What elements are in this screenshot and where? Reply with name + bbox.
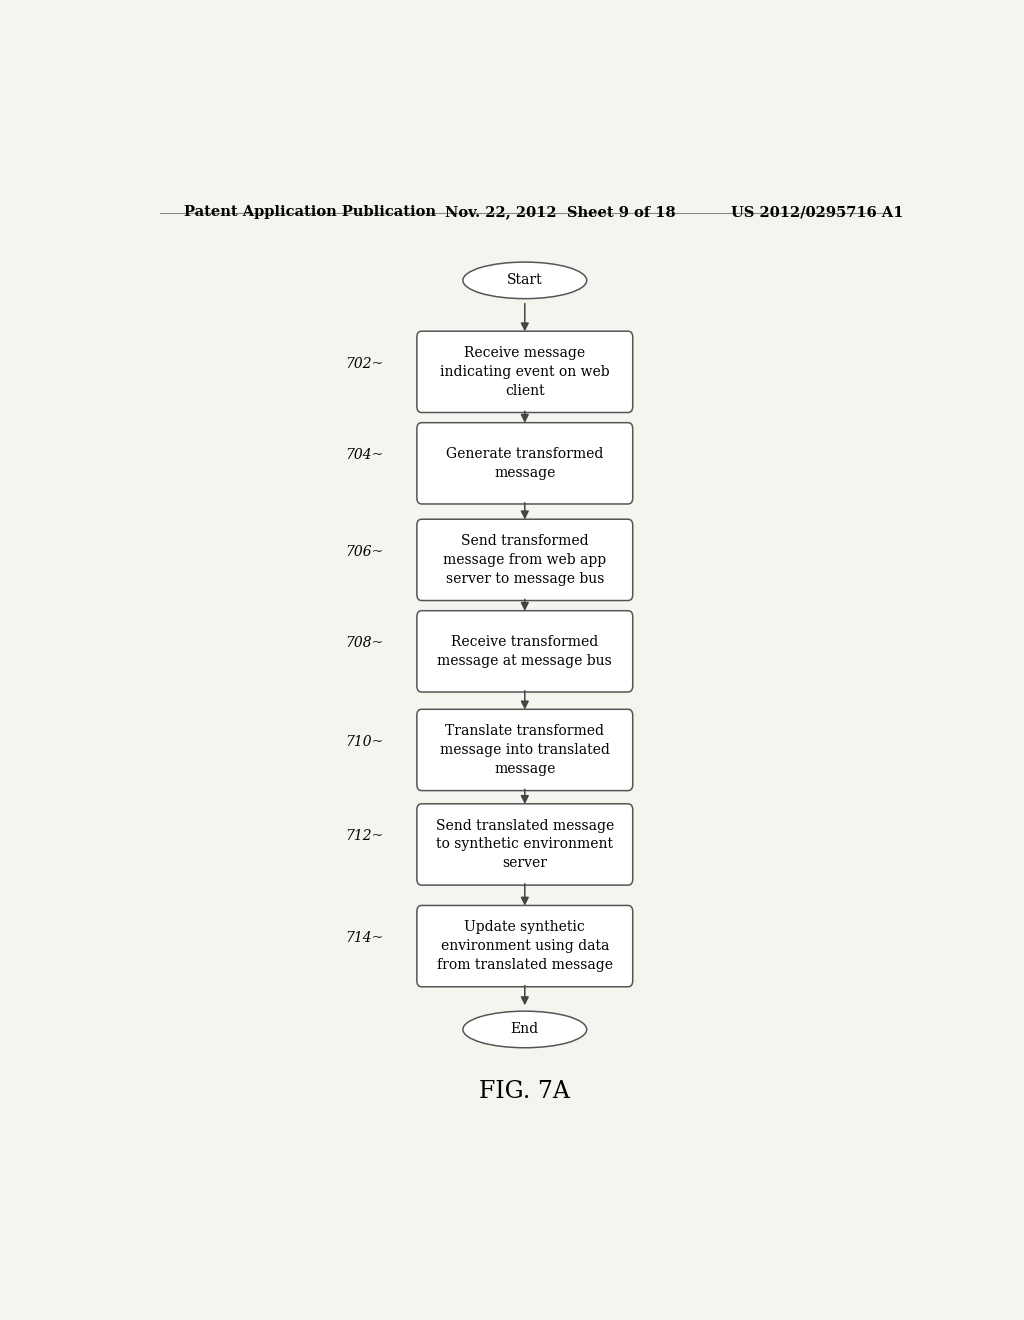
FancyBboxPatch shape bbox=[417, 519, 633, 601]
Text: US 2012/0295716 A1: US 2012/0295716 A1 bbox=[731, 205, 903, 219]
Text: Nov. 22, 2012  Sheet 9 of 18: Nov. 22, 2012 Sheet 9 of 18 bbox=[445, 205, 676, 219]
Text: Generate transformed
message: Generate transformed message bbox=[446, 447, 603, 479]
FancyBboxPatch shape bbox=[417, 611, 633, 692]
Text: 706~: 706~ bbox=[345, 545, 384, 558]
Text: 714~: 714~ bbox=[345, 931, 384, 945]
FancyBboxPatch shape bbox=[417, 906, 633, 987]
Text: 704~: 704~ bbox=[345, 449, 384, 462]
Text: Send transformed
message from web app
server to message bus: Send transformed message from web app se… bbox=[443, 533, 606, 586]
Ellipse shape bbox=[463, 1011, 587, 1048]
Text: Receive message
indicating event on web
client: Receive message indicating event on web … bbox=[440, 346, 609, 397]
Text: 702~: 702~ bbox=[345, 356, 384, 371]
Text: Receive transformed
message at message bus: Receive transformed message at message b… bbox=[437, 635, 612, 668]
Text: Translate transformed
message into translated
message: Translate transformed message into trans… bbox=[440, 723, 609, 776]
FancyBboxPatch shape bbox=[417, 331, 633, 412]
Text: End: End bbox=[511, 1023, 539, 1036]
Text: FIG. 7A: FIG. 7A bbox=[479, 1080, 570, 1104]
Text: Update synthetic
environment using data
from translated message: Update synthetic environment using data … bbox=[437, 920, 612, 972]
FancyBboxPatch shape bbox=[417, 709, 633, 791]
Text: Send translated message
to synthetic environment
server: Send translated message to synthetic env… bbox=[435, 818, 614, 870]
Text: 712~: 712~ bbox=[345, 829, 384, 843]
Text: Patent Application Publication: Patent Application Publication bbox=[183, 205, 435, 219]
Text: 710~: 710~ bbox=[345, 735, 384, 748]
Text: Start: Start bbox=[507, 273, 543, 288]
FancyBboxPatch shape bbox=[417, 422, 633, 504]
Ellipse shape bbox=[463, 263, 587, 298]
Text: 708~: 708~ bbox=[345, 636, 384, 651]
FancyBboxPatch shape bbox=[417, 804, 633, 886]
